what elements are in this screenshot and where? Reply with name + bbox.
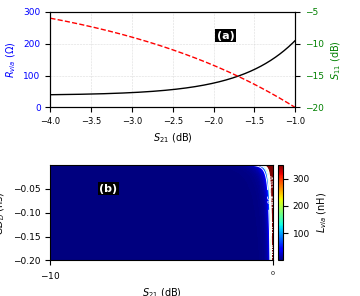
X-axis label: $S_{21}$ (dB): $S_{21}$ (dB) xyxy=(142,287,182,296)
Y-axis label: $GD_D$ (ns): $GD_D$ (ns) xyxy=(0,191,8,234)
Y-axis label: $S_{11}$ (dB): $S_{11}$ (dB) xyxy=(329,40,343,80)
X-axis label: $S_{21}$ (dB): $S_{21}$ (dB) xyxy=(153,132,193,145)
Text: (b): (b) xyxy=(99,184,117,194)
Y-axis label: $R_{via}$ ($\Omega$): $R_{via}$ ($\Omega$) xyxy=(4,41,18,78)
Text: 50: 50 xyxy=(264,195,273,205)
Text: 200: 200 xyxy=(264,173,275,189)
Y-axis label: $L_{via}$ (nH): $L_{via}$ (nH) xyxy=(315,192,329,233)
Text: 250: 250 xyxy=(266,194,275,209)
Text: 100: 100 xyxy=(266,244,275,258)
Text: (a): (a) xyxy=(217,30,235,41)
Text: 300: 300 xyxy=(267,241,276,256)
Text: 150: 150 xyxy=(266,218,275,233)
